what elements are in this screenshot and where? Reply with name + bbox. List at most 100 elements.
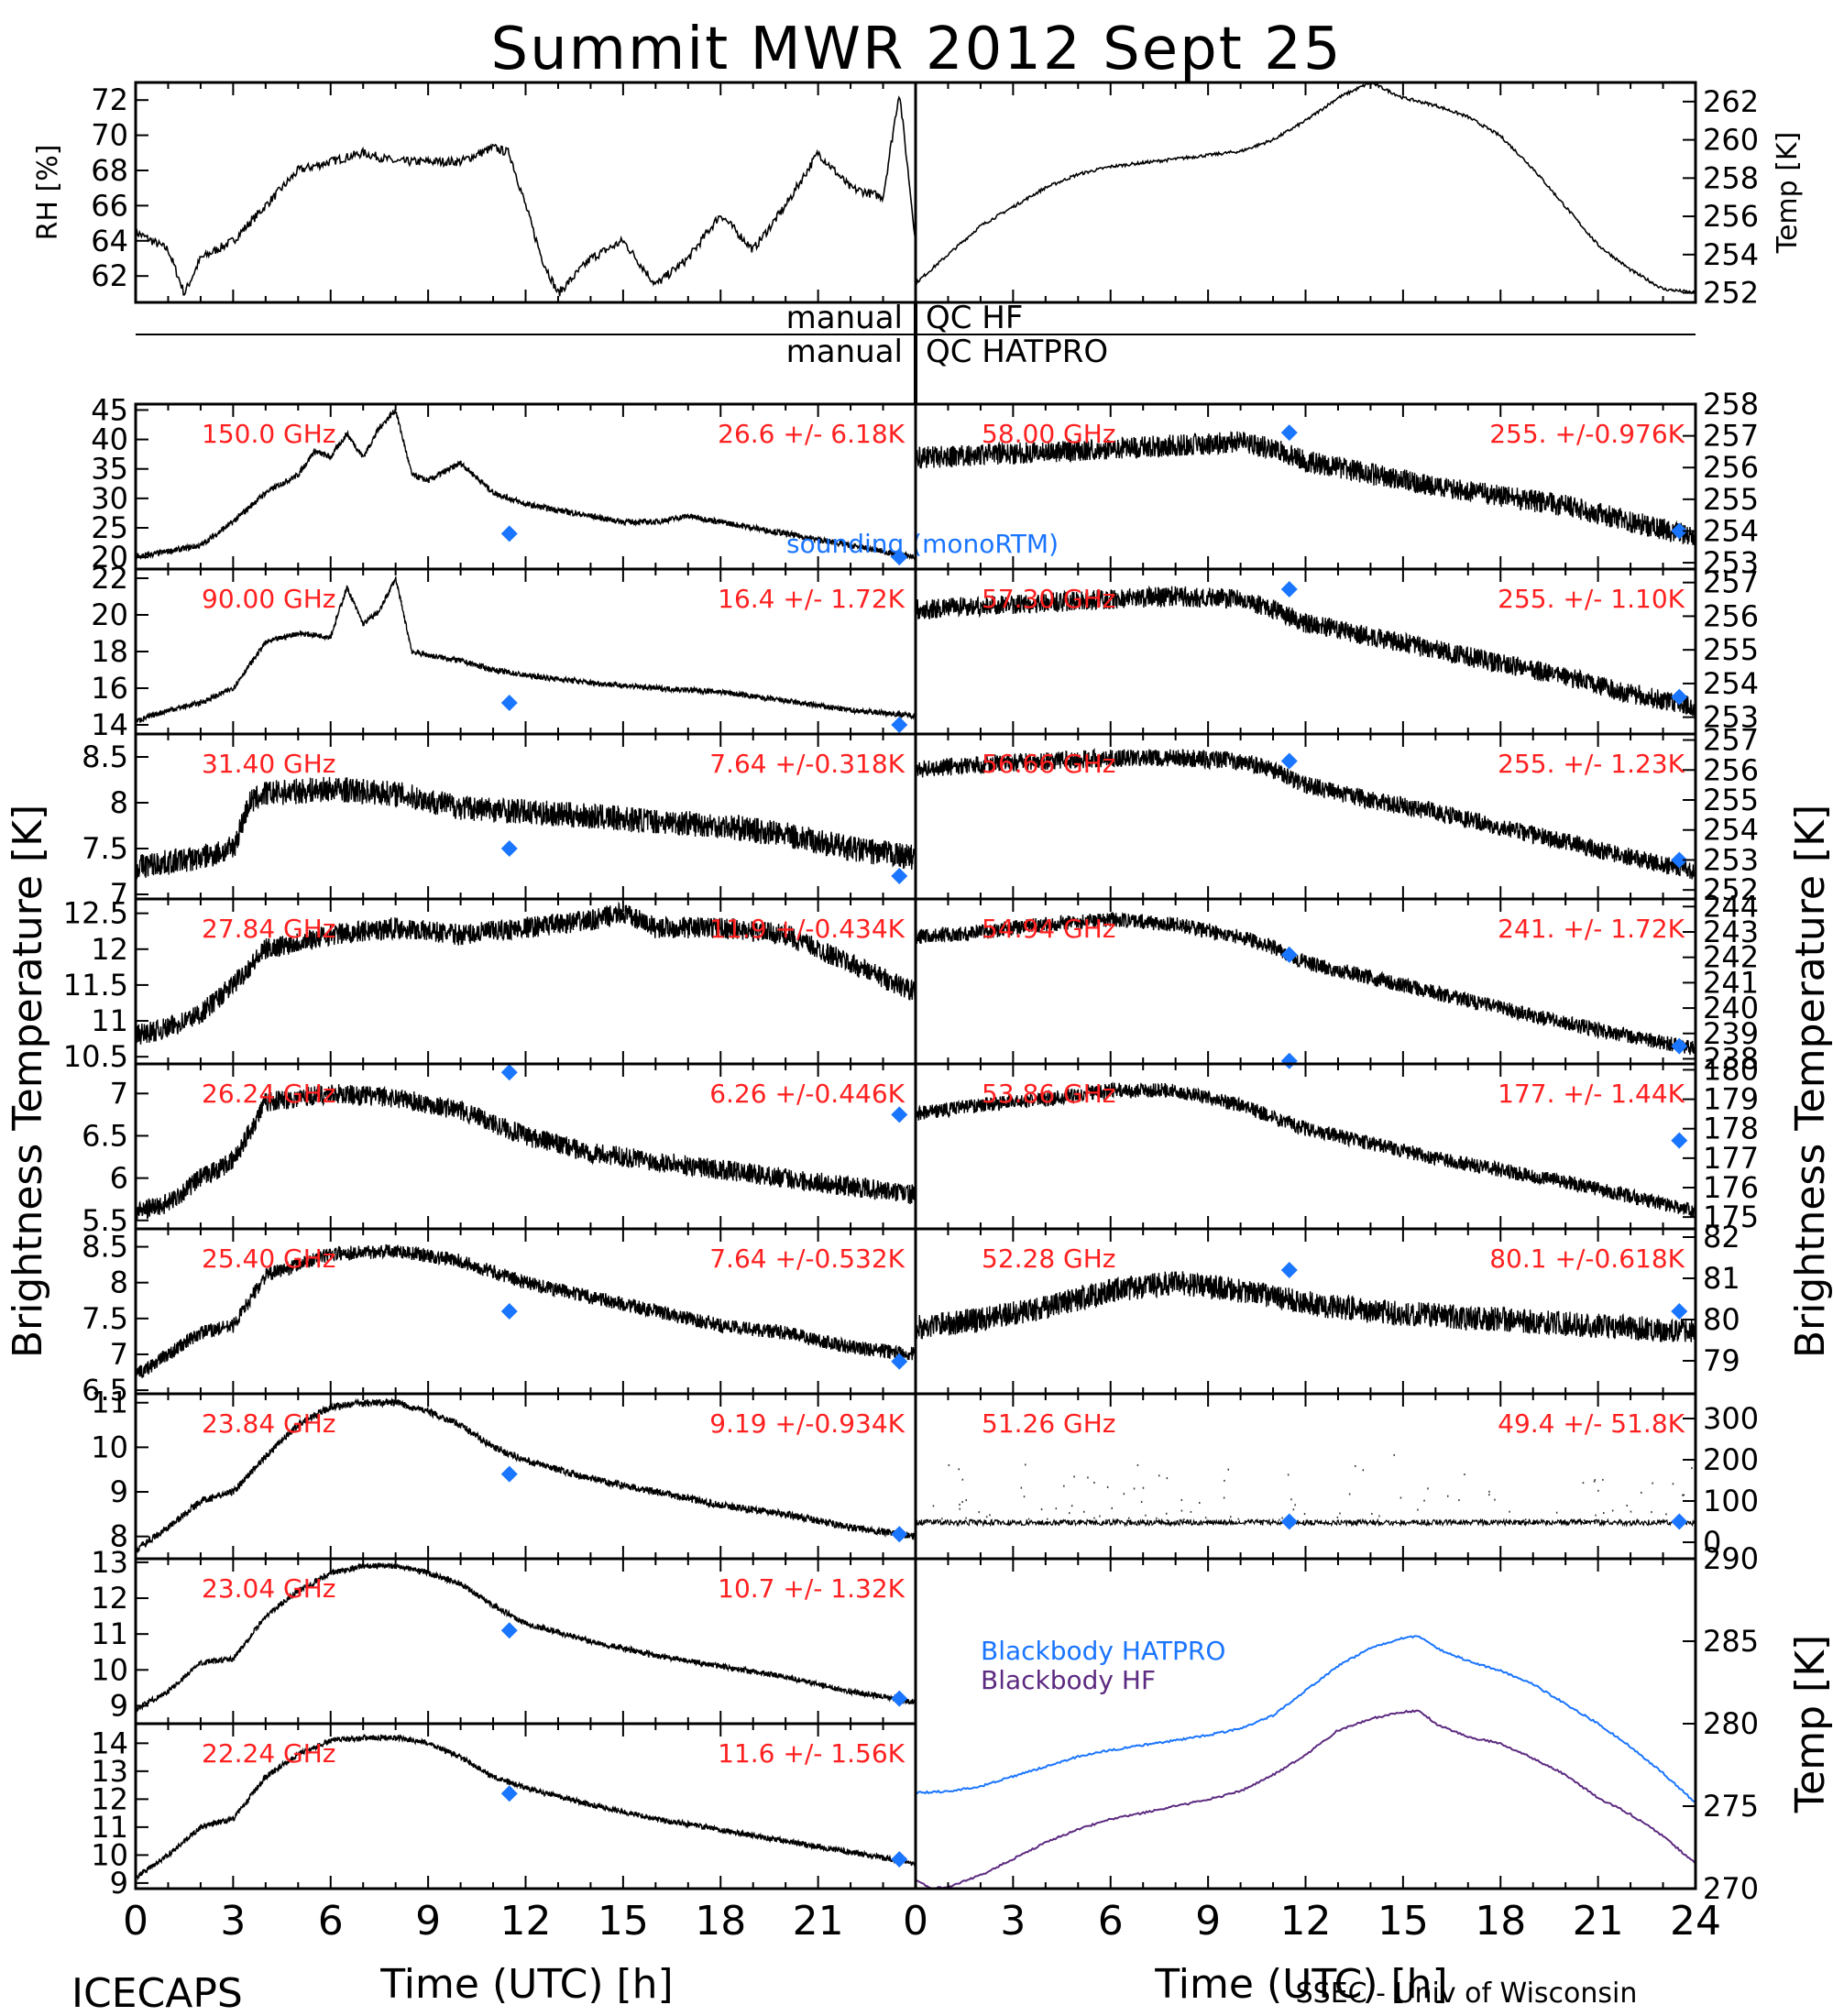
- y-tick-label: 7: [110, 877, 128, 912]
- sounding-marker: [891, 1850, 908, 1868]
- channel-stats: 6.26 +/-0.446K: [709, 1079, 905, 1109]
- y-tick-label: 8: [110, 785, 128, 820]
- channel-label: 58.00 GHz: [982, 419, 1116, 449]
- outlier-point: [1180, 1509, 1183, 1512]
- y-tick-label: 253: [1703, 842, 1759, 877]
- y-tick-label: 45: [91, 392, 128, 427]
- outlier-point: [1166, 1512, 1168, 1515]
- outlier-point: [932, 1505, 935, 1507]
- y-tick-label: 255: [1703, 783, 1759, 817]
- series-line: [136, 576, 916, 724]
- outlier-point: [1488, 1494, 1490, 1496]
- outlier-point: [1099, 1515, 1101, 1517]
- plot-area: [916, 1271, 1696, 1343]
- series-line: [916, 82, 1696, 295]
- plot-area: [136, 1084, 916, 1221]
- sounding-marker: [1280, 946, 1298, 963]
- outlier-point: [1447, 1495, 1449, 1497]
- sounding-marker: [891, 717, 908, 733]
- outlier-point: [989, 1514, 991, 1517]
- outlier-point: [1427, 1519, 1429, 1522]
- y-tick-label: 256: [1703, 598, 1759, 633]
- outlier-point: [1063, 1485, 1065, 1487]
- sounding-marker: [1671, 1303, 1688, 1320]
- outlier-point: [923, 1519, 925, 1522]
- y-tick-label: 16: [91, 671, 128, 706]
- plot-area: [136, 409, 916, 562]
- outlier-point: [1378, 1515, 1380, 1517]
- outlier-point: [933, 1519, 935, 1522]
- outlier-point: [1279, 1518, 1280, 1521]
- plot-area: [916, 431, 1696, 546]
- outlier-point: [959, 1507, 960, 1510]
- y-tick-label: 11: [91, 1810, 128, 1845]
- series-line: [136, 95, 916, 297]
- plot-area: [916, 585, 1696, 717]
- x-tick-label: 6: [1098, 1898, 1124, 1945]
- side-label-left: Brightness Temperature [K]: [5, 805, 51, 1358]
- y-tick-label: 8.5: [82, 740, 128, 774]
- outlier-point: [1594, 1479, 1596, 1482]
- outlier-point: [1641, 1491, 1642, 1494]
- outlier-point: [978, 1511, 980, 1514]
- x-axis-label-right: Time (UTC) [h]: [1154, 1961, 1447, 2008]
- outlier-point: [1399, 1496, 1402, 1499]
- outlier-point: [1294, 1504, 1296, 1507]
- y-tick-label: 280: [1703, 1706, 1759, 1741]
- outlier-point: [1224, 1479, 1225, 1482]
- y-tick-label: 11: [91, 1003, 128, 1038]
- y-tick-label: 22: [91, 561, 128, 596]
- x-tick-label: 18: [695, 1898, 746, 1945]
- sounding-marker: [1280, 1513, 1298, 1530]
- outlier-point: [1093, 1517, 1095, 1519]
- x-tick-label: 15: [598, 1898, 649, 1945]
- series-line: [136, 1397, 916, 1554]
- panel-ch2624: 5.5 6 6.5 7 26.24 GHz 6.26 +/-0.446K: [82, 1062, 917, 1238]
- y-tick-label: 13: [91, 1545, 128, 1580]
- outlier-point: [1603, 1512, 1605, 1515]
- sounding-marker: [1280, 1052, 1298, 1069]
- channel-stats: 255. +/- 1.10K: [1498, 584, 1685, 614]
- channel-stats: 80.1 +/-0.618K: [1489, 1244, 1685, 1274]
- y-tick-label: 14: [91, 707, 128, 742]
- y-tick-label: 238: [1703, 1041, 1759, 1076]
- y-tick-label: 239: [1703, 1016, 1759, 1051]
- channel-label: 53.86 GHz: [982, 1079, 1116, 1109]
- outlier-point: [1683, 1494, 1685, 1496]
- y-tick-label: 80: [1703, 1302, 1740, 1337]
- x-tick-label: 9: [1195, 1898, 1221, 1945]
- outlier-point: [1166, 1477, 1169, 1480]
- panel-ch3140: 7 7.5 8 8.5 31.40 GHz 7.64 +/-0.318K: [82, 732, 917, 912]
- panel-frame: [914, 81, 1697, 304]
- outlier-point: [1227, 1468, 1229, 1471]
- panel-frame: [914, 1557, 1697, 1890]
- y-tick-label: 100: [1703, 1484, 1759, 1518]
- sounding-marker: [500, 1303, 518, 1320]
- outlier-point: [1595, 1514, 1597, 1517]
- y-tick-label: 255: [1703, 482, 1759, 517]
- channel-label: 31.40 GHz: [202, 749, 336, 779]
- channel-stats: 255. +/-0.976K: [1489, 419, 1685, 449]
- series-line: [136, 776, 916, 880]
- outlier-point: [1336, 1516, 1339, 1518]
- outlier-point: [1040, 1508, 1043, 1511]
- outlier-point: [1593, 1480, 1596, 1483]
- channel-stats: 26.6 +/- 6.18K: [718, 419, 905, 449]
- sounding-marker: [891, 1106, 908, 1123]
- y-tick-label: 25: [91, 510, 128, 545]
- y-tick-label: 6.5: [82, 1373, 128, 1408]
- outlier-point: [1602, 1478, 1604, 1481]
- y-tick-label: 7: [110, 1337, 128, 1372]
- series-line: [136, 409, 916, 562]
- y-tick-label: 270: [1703, 1871, 1759, 1906]
- outlier-point: [1652, 1482, 1653, 1485]
- plot-area: [136, 1244, 916, 1379]
- footer-left-label: ICECAPS: [71, 1970, 243, 2016]
- outlier-point: [1626, 1505, 1628, 1507]
- qc-label-left: manual: [786, 300, 903, 336]
- outlier-point: [1651, 1511, 1652, 1514]
